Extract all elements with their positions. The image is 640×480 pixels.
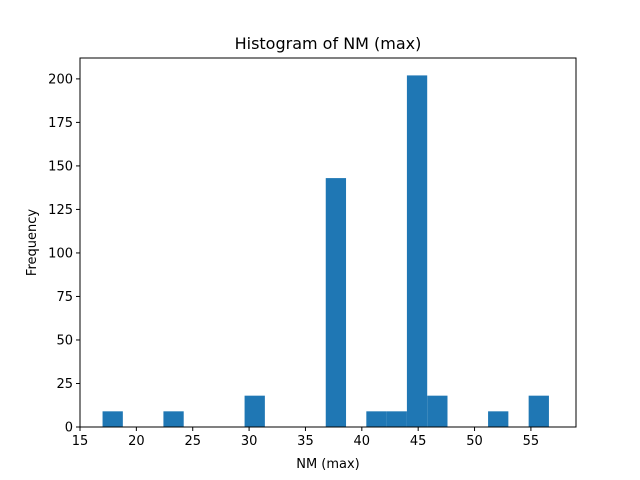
x-tick-label: 20 — [128, 434, 145, 449]
x-tick-label: 45 — [410, 434, 427, 449]
bars-group — [102, 75, 549, 427]
x-tick-label: 15 — [72, 434, 89, 449]
histogram-bar — [102, 411, 123, 427]
y-tick-label: 50 — [56, 333, 73, 348]
x-tick-label: 40 — [354, 434, 371, 449]
x-axis-ticks: 15 20 25 30 35 40 45 50 55 — [72, 427, 539, 449]
y-tick-label: 0 — [65, 421, 73, 436]
x-axis-label: NM (max) — [296, 457, 360, 472]
y-tick-label: 200 — [48, 72, 73, 87]
histogram-bar — [366, 411, 387, 427]
x-tick-label: 55 — [523, 434, 540, 449]
x-tick-label: 50 — [466, 434, 483, 449]
y-tick-label: 100 — [48, 246, 73, 261]
plot-frame — [79, 57, 577, 428]
x-tick-label: 35 — [297, 434, 314, 449]
histogram-bar — [386, 411, 407, 427]
y-tick-label: 175 — [48, 116, 73, 131]
y-axis-label: Frequency — [25, 209, 40, 276]
histogram-bar — [427, 395, 448, 427]
y-tick-label: 125 — [48, 203, 73, 218]
chart-title: Histogram of NM (max) — [235, 34, 422, 53]
histogram-bar — [244, 395, 265, 427]
y-tick-label: 150 — [48, 159, 73, 174]
histogram-bar — [163, 411, 184, 427]
histogram-bar — [528, 395, 549, 427]
x-tick-label: 30 — [241, 434, 258, 449]
y-tick-label: 75 — [56, 290, 73, 305]
x-tick-label: 25 — [184, 434, 201, 449]
y-tick-label: 25 — [56, 377, 73, 392]
histogram-bar — [325, 178, 347, 427]
y-axis-ticks: 0 25 50 75 100 125 150 175 200 — [48, 72, 80, 436]
histogram-bar — [488, 411, 509, 427]
histogram-bar — [406, 75, 428, 427]
